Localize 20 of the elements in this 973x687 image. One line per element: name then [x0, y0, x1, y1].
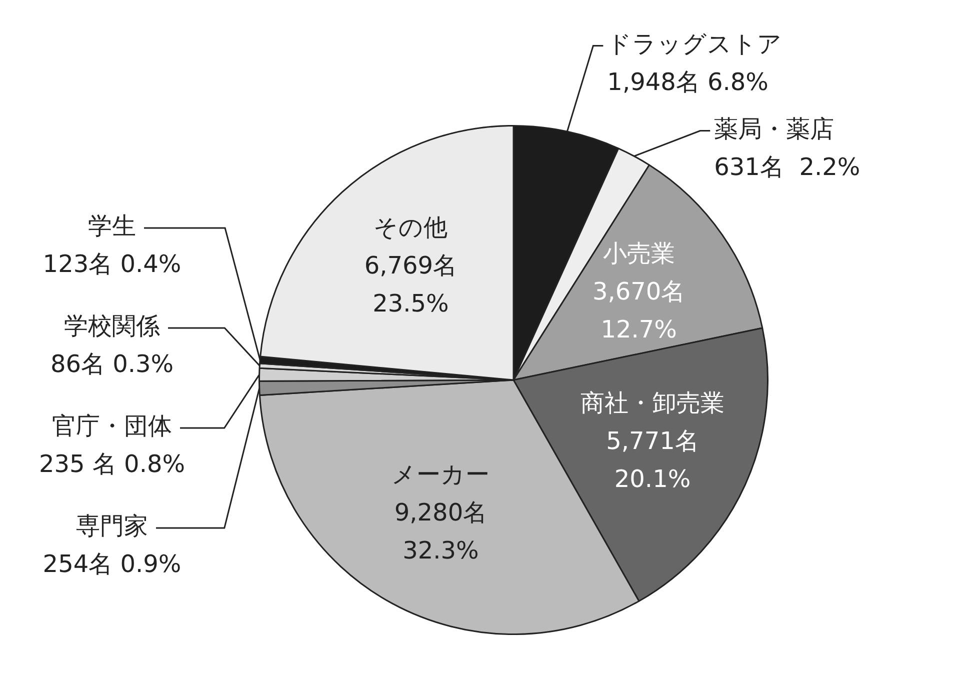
slice-label: ドラッグストア	[607, 30, 782, 58]
slice-label: 専門家	[76, 512, 148, 540]
slice-label: 小売業	[602, 239, 675, 268]
data-label: 631名 2.2%	[714, 152, 860, 181]
data-label: 5,771名 20.1%	[606, 427, 699, 494]
slice-label: 商社・卸売業	[580, 389, 725, 418]
data-label: 254名 0.9%	[42, 550, 182, 578]
data-label: 123名 0.4%	[42, 250, 182, 278]
slice-label: 官庁・団体	[52, 412, 172, 440]
data-label: 235 名 0.8%	[38, 450, 186, 478]
data-label: 86名 0.3%	[50, 350, 174, 378]
slice-label: 学生	[88, 212, 136, 240]
slice-label: その他	[374, 214, 448, 242]
data-label: 3,670名 12.7%	[592, 277, 686, 344]
slice-label: 学校関係	[64, 312, 160, 340]
slice-label: 薬局・薬店	[714, 114, 834, 143]
data-label: 9,280名 32.3%	[394, 498, 488, 564]
slice-label: メーカー	[392, 460, 490, 488]
data-label: 6,769名 23.5%	[364, 252, 458, 318]
data-label: 1,948名 6.8%	[607, 68, 768, 96]
